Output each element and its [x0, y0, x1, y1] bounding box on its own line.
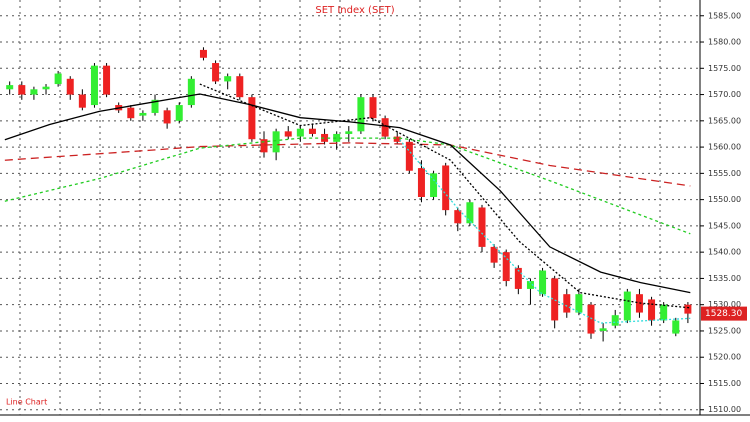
- candle-body: [623, 291, 631, 321]
- candle-body: [90, 65, 98, 106]
- candle-body: [296, 128, 304, 137]
- candle-body: [103, 65, 111, 95]
- y-tick-label: 1575.00: [708, 64, 741, 73]
- last-price-label: 1528.30: [705, 309, 742, 319]
- candle-body: [18, 85, 26, 95]
- candle-body: [490, 246, 498, 263]
- y-tick-label: 1525.00: [708, 326, 741, 335]
- candle-body: [199, 49, 207, 58]
- candle-body: [454, 210, 462, 224]
- candle-body: [551, 278, 559, 321]
- y-tick-label: 1535.00: [708, 274, 741, 283]
- candle-body: [357, 97, 365, 132]
- y-tick-label: 1520.00: [708, 353, 741, 362]
- candle-body: [442, 165, 450, 211]
- candle-body: [539, 270, 547, 295]
- y-tick-label: 1545.00: [708, 221, 741, 230]
- candle-body: [151, 99, 159, 113]
- last-price-box: [701, 306, 747, 321]
- candle-body: [672, 320, 680, 334]
- candle-body: [284, 131, 292, 137]
- candle-body: [139, 112, 147, 116]
- y-tick-label: 1570.00: [708, 90, 741, 99]
- candle-body: [526, 281, 534, 289]
- candle-body: [175, 105, 183, 121]
- candle-body: [163, 110, 171, 124]
- candle-body: [417, 168, 425, 197]
- candle-body: [393, 136, 401, 142]
- candle-body: [648, 299, 656, 321]
- candle-body: [308, 128, 316, 134]
- candle-body: [381, 118, 389, 137]
- y-tick-label: 1555.00: [708, 169, 741, 178]
- candle-body: [502, 252, 510, 282]
- candle-body: [599, 328, 607, 331]
- candle-body: [405, 141, 413, 171]
- y-tick-label: 1585.00: [708, 11, 741, 20]
- candle-body: [78, 94, 86, 108]
- candle-body: [248, 97, 256, 140]
- candle-body: [66, 78, 74, 95]
- y-tick-label: 1510.00: [708, 405, 741, 414]
- candle-body: [684, 304, 692, 314]
- candle-body: [611, 315, 619, 326]
- candle-body: [6, 85, 14, 90]
- y-tick-label: 1540.00: [708, 248, 741, 257]
- ma-line: [4, 137, 691, 235]
- y-tick-label: 1550.00: [708, 195, 741, 204]
- y-tick-label: 1530.00: [708, 300, 741, 309]
- ma-line: [4, 142, 691, 187]
- candle-body: [563, 294, 571, 313]
- candle-body: [660, 304, 668, 321]
- candle-body: [478, 207, 486, 247]
- y-tick-label: 1580.00: [708, 38, 741, 47]
- candle-body: [236, 76, 244, 98]
- chart-title: SET Index (SET): [315, 5, 394, 16]
- candle-body: [333, 133, 341, 142]
- footnote: Line Chart: [6, 398, 47, 407]
- candle-body: [260, 139, 268, 153]
- candle-body: [272, 131, 280, 153]
- y-tick-label: 1560.00: [708, 143, 741, 152]
- ma-line: [199, 83, 691, 309]
- y-tick-label: 1515.00: [708, 379, 741, 388]
- candle-body: [369, 97, 377, 119]
- ma-line: [399, 139, 691, 324]
- candle-body: [224, 76, 232, 82]
- candle-body: [321, 133, 329, 142]
- candle-body: [587, 304, 595, 334]
- candle-body: [212, 63, 220, 82]
- candle-body: [30, 89, 38, 95]
- candle-body: [42, 86, 50, 90]
- candle-body: [430, 173, 438, 197]
- candle-body: [466, 202, 474, 224]
- candle-body: [54, 73, 62, 85]
- candle-body: [345, 131, 353, 134]
- candle-body: [127, 107, 135, 119]
- ma-line: [4, 93, 691, 294]
- y-tick-label: 1565.00: [708, 116, 741, 125]
- candle-body: [575, 294, 583, 313]
- candle-body: [514, 267, 522, 289]
- candle-body: [187, 78, 195, 106]
